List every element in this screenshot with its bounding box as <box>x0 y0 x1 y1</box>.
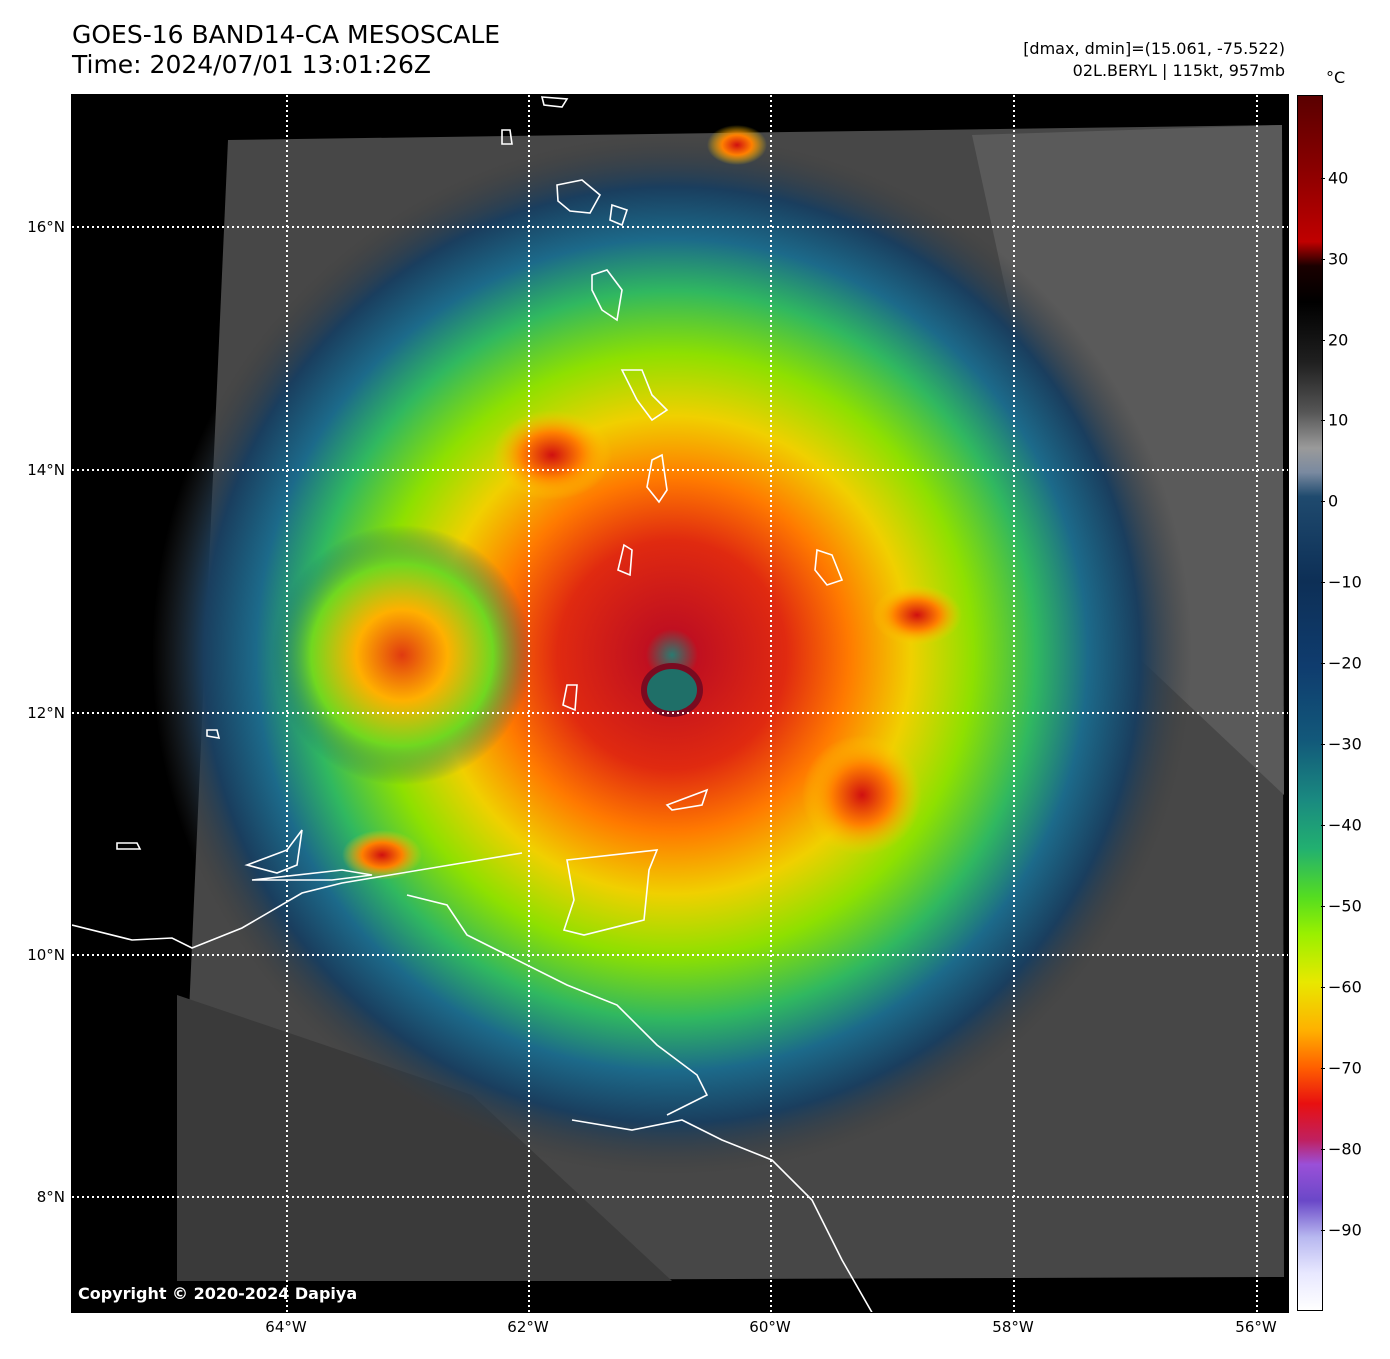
colorbar-tick: 40 <box>1328 168 1349 188</box>
colorbar-tick: −80 <box>1328 1139 1362 1159</box>
lon-label-56w: 56°W <box>1235 1318 1277 1336</box>
colorbar-tick: −40 <box>1328 815 1362 835</box>
colorbar-tick: 30 <box>1328 249 1349 269</box>
lat-label-10n: 10°N <box>27 946 65 964</box>
lon-label-60w: 60°W <box>749 1318 791 1336</box>
colorbar-tick: 20 <box>1328 330 1349 350</box>
colorbar-tickmark <box>1321 582 1325 583</box>
colorbar-tickmark <box>1321 1230 1325 1231</box>
colorbar-tick: 0 <box>1328 491 1339 511</box>
colorbar-tick: −30 <box>1328 734 1362 754</box>
colorbar-tick: −60 <box>1328 977 1362 997</box>
colorbar-tick: 10 <box>1328 410 1349 430</box>
satellite-map <box>71 94 1289 1313</box>
lon-label-58w: 58°W <box>992 1318 1034 1336</box>
storm-intensity: 02L.BERYL | 115kt, 957mb <box>1072 61 1285 80</box>
colorbar-unit: °C <box>1326 68 1346 87</box>
colorbar-tickmark <box>1321 663 1325 664</box>
colorbar-tickmark <box>1321 1068 1325 1069</box>
colorbar-tick: −70 <box>1328 1058 1362 1078</box>
lat-label-12n: 12°N <box>27 704 65 722</box>
colorbar-tickmark <box>1321 259 1325 260</box>
colorbar-tickmark <box>1321 1149 1325 1150</box>
colorbar <box>1297 95 1323 1311</box>
colorbar-tick: −90 <box>1328 1220 1362 1240</box>
lat-label-8n: 8°N <box>36 1188 65 1206</box>
lat-label-16n: 16°N <box>27 218 65 236</box>
colorbar-tick: −10 <box>1328 572 1362 592</box>
storm-info: [dmax, dmin]=(15.061, -75.522) 02L.BERYL… <box>1023 38 1285 82</box>
product-title: GOES-16 BAND14-CA MESOSCALE <box>72 20 501 49</box>
lat-label-14n: 14°N <box>27 461 65 479</box>
colorbar-tickmark <box>1321 744 1325 745</box>
colorbar-tick: −20 <box>1328 653 1362 673</box>
colorbar-tickmark <box>1321 906 1325 907</box>
colorbar-tickmark <box>1321 987 1325 988</box>
dmax-dmin-readout: [dmax, dmin]=(15.061, -75.522) <box>1023 39 1285 58</box>
colorbar-tickmark <box>1321 420 1325 421</box>
lon-label-62w: 62°W <box>507 1318 549 1336</box>
colorbar-tickmark <box>1321 501 1325 502</box>
colorbar-tick: −50 <box>1328 896 1362 916</box>
lon-label-64w: 64°W <box>265 1318 307 1336</box>
copyright-text: Copyright © 2020-2024 Dapiya <box>78 1284 358 1303</box>
colorbar-tickmark <box>1321 340 1325 341</box>
colorbar-tickmark <box>1321 825 1325 826</box>
timestamp: Time: 2024/07/01 13:01:26Z <box>72 50 431 79</box>
satellite-imagery <box>72 95 1288 1312</box>
title-block: GOES-16 BAND14-CA MESOSCALE Time: 2024/0… <box>72 20 500 80</box>
colorbar-tickmark <box>1321 178 1325 179</box>
